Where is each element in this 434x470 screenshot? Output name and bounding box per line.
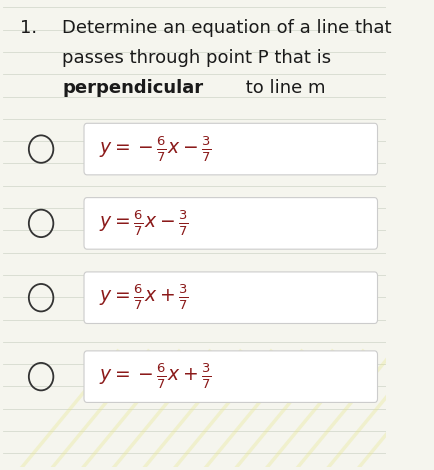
FancyBboxPatch shape [84,272,378,323]
FancyBboxPatch shape [84,351,378,402]
Text: $y = \frac{6}{7}x - \frac{3}{7}$: $y = \frac{6}{7}x - \frac{3}{7}$ [99,209,188,238]
Text: perpendicular: perpendicular [62,79,203,97]
Text: 1.: 1. [20,19,37,37]
FancyBboxPatch shape [84,123,378,175]
Text: $y = -\frac{6}{7}x + \frac{3}{7}$: $y = -\frac{6}{7}x + \frac{3}{7}$ [99,362,211,392]
Text: $y = -\frac{6}{7}x - \frac{3}{7}$: $y = -\frac{6}{7}x - \frac{3}{7}$ [99,134,211,164]
Text: $y = \frac{6}{7}x + \frac{3}{7}$: $y = \frac{6}{7}x + \frac{3}{7}$ [99,283,188,313]
Text: Determine an equation of a line that: Determine an equation of a line that [62,19,391,37]
FancyBboxPatch shape [84,197,378,249]
Text: to line m: to line m [240,79,326,97]
Text: passes through point P that is: passes through point P that is [62,49,331,67]
